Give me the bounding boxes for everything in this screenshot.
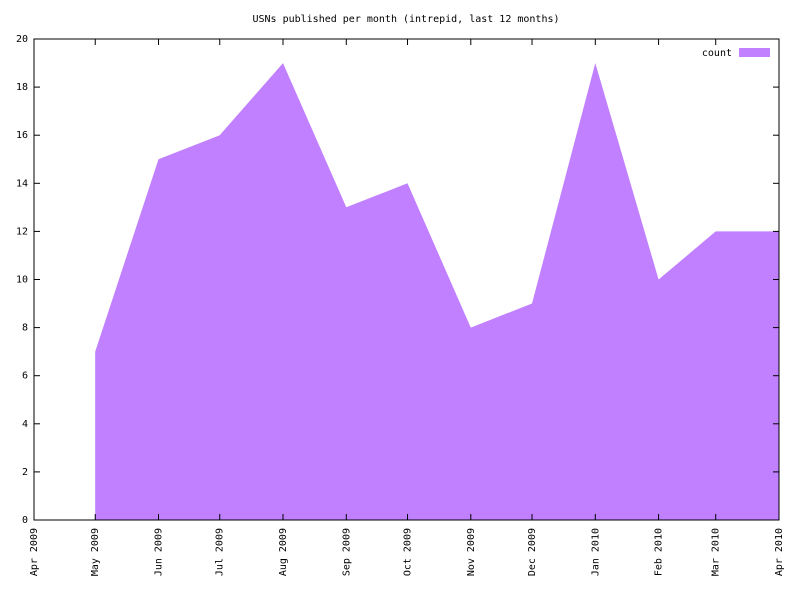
y-tick-label: 8 [22, 323, 28, 334]
legend-swatch [739, 48, 770, 57]
x-tick-label: Apr 2009 [29, 528, 40, 576]
x-tick-label: Sep 2009 [341, 528, 352, 576]
y-tick-label: 16 [16, 130, 28, 141]
y-tick-label: 10 [16, 275, 28, 286]
x-tick-label: Aug 2009 [278, 528, 289, 576]
x-tick-label: Feb 2010 [654, 528, 665, 576]
y-tick-label: 4 [22, 419, 28, 430]
y-tick-label: 6 [22, 371, 28, 382]
x-tick-label: Jan 2010 [590, 528, 601, 576]
x-tick-label: Jun 2009 [154, 528, 165, 576]
x-tick-label: Oct 2009 [403, 528, 414, 576]
x-tick-label: Mar 2010 [711, 528, 722, 576]
x-tick-label: Jul 2009 [215, 528, 226, 576]
y-tick-label: 12 [16, 226, 28, 237]
x-tick-label: May 2009 [90, 528, 101, 576]
y-tick-label: 2 [22, 467, 28, 478]
y-tick-label: 18 [16, 82, 28, 93]
legend-label: count [702, 48, 732, 59]
y-tick-label: 20 [16, 34, 28, 45]
area [95, 63, 779, 520]
y-tick-label: 14 [16, 178, 28, 189]
x-tick-label: Dec 2009 [527, 528, 538, 576]
y-tick-label: 0 [22, 515, 28, 526]
x-tick-label: Apr 2010 [774, 528, 785, 576]
chart-title: USNs published per month (intrepid, last… [252, 14, 559, 25]
x-tick-label: Nov 2009 [466, 528, 477, 576]
